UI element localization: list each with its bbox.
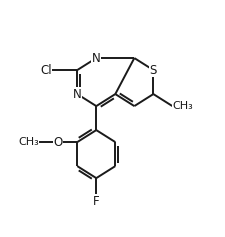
Text: S: S <box>150 64 157 77</box>
Text: N: N <box>73 88 82 100</box>
Text: Cl: Cl <box>40 64 52 77</box>
Text: O: O <box>54 136 63 149</box>
Text: F: F <box>93 195 100 208</box>
Text: N: N <box>92 52 101 64</box>
Text: CH₃: CH₃ <box>172 101 193 111</box>
Text: CH₃: CH₃ <box>18 137 39 147</box>
